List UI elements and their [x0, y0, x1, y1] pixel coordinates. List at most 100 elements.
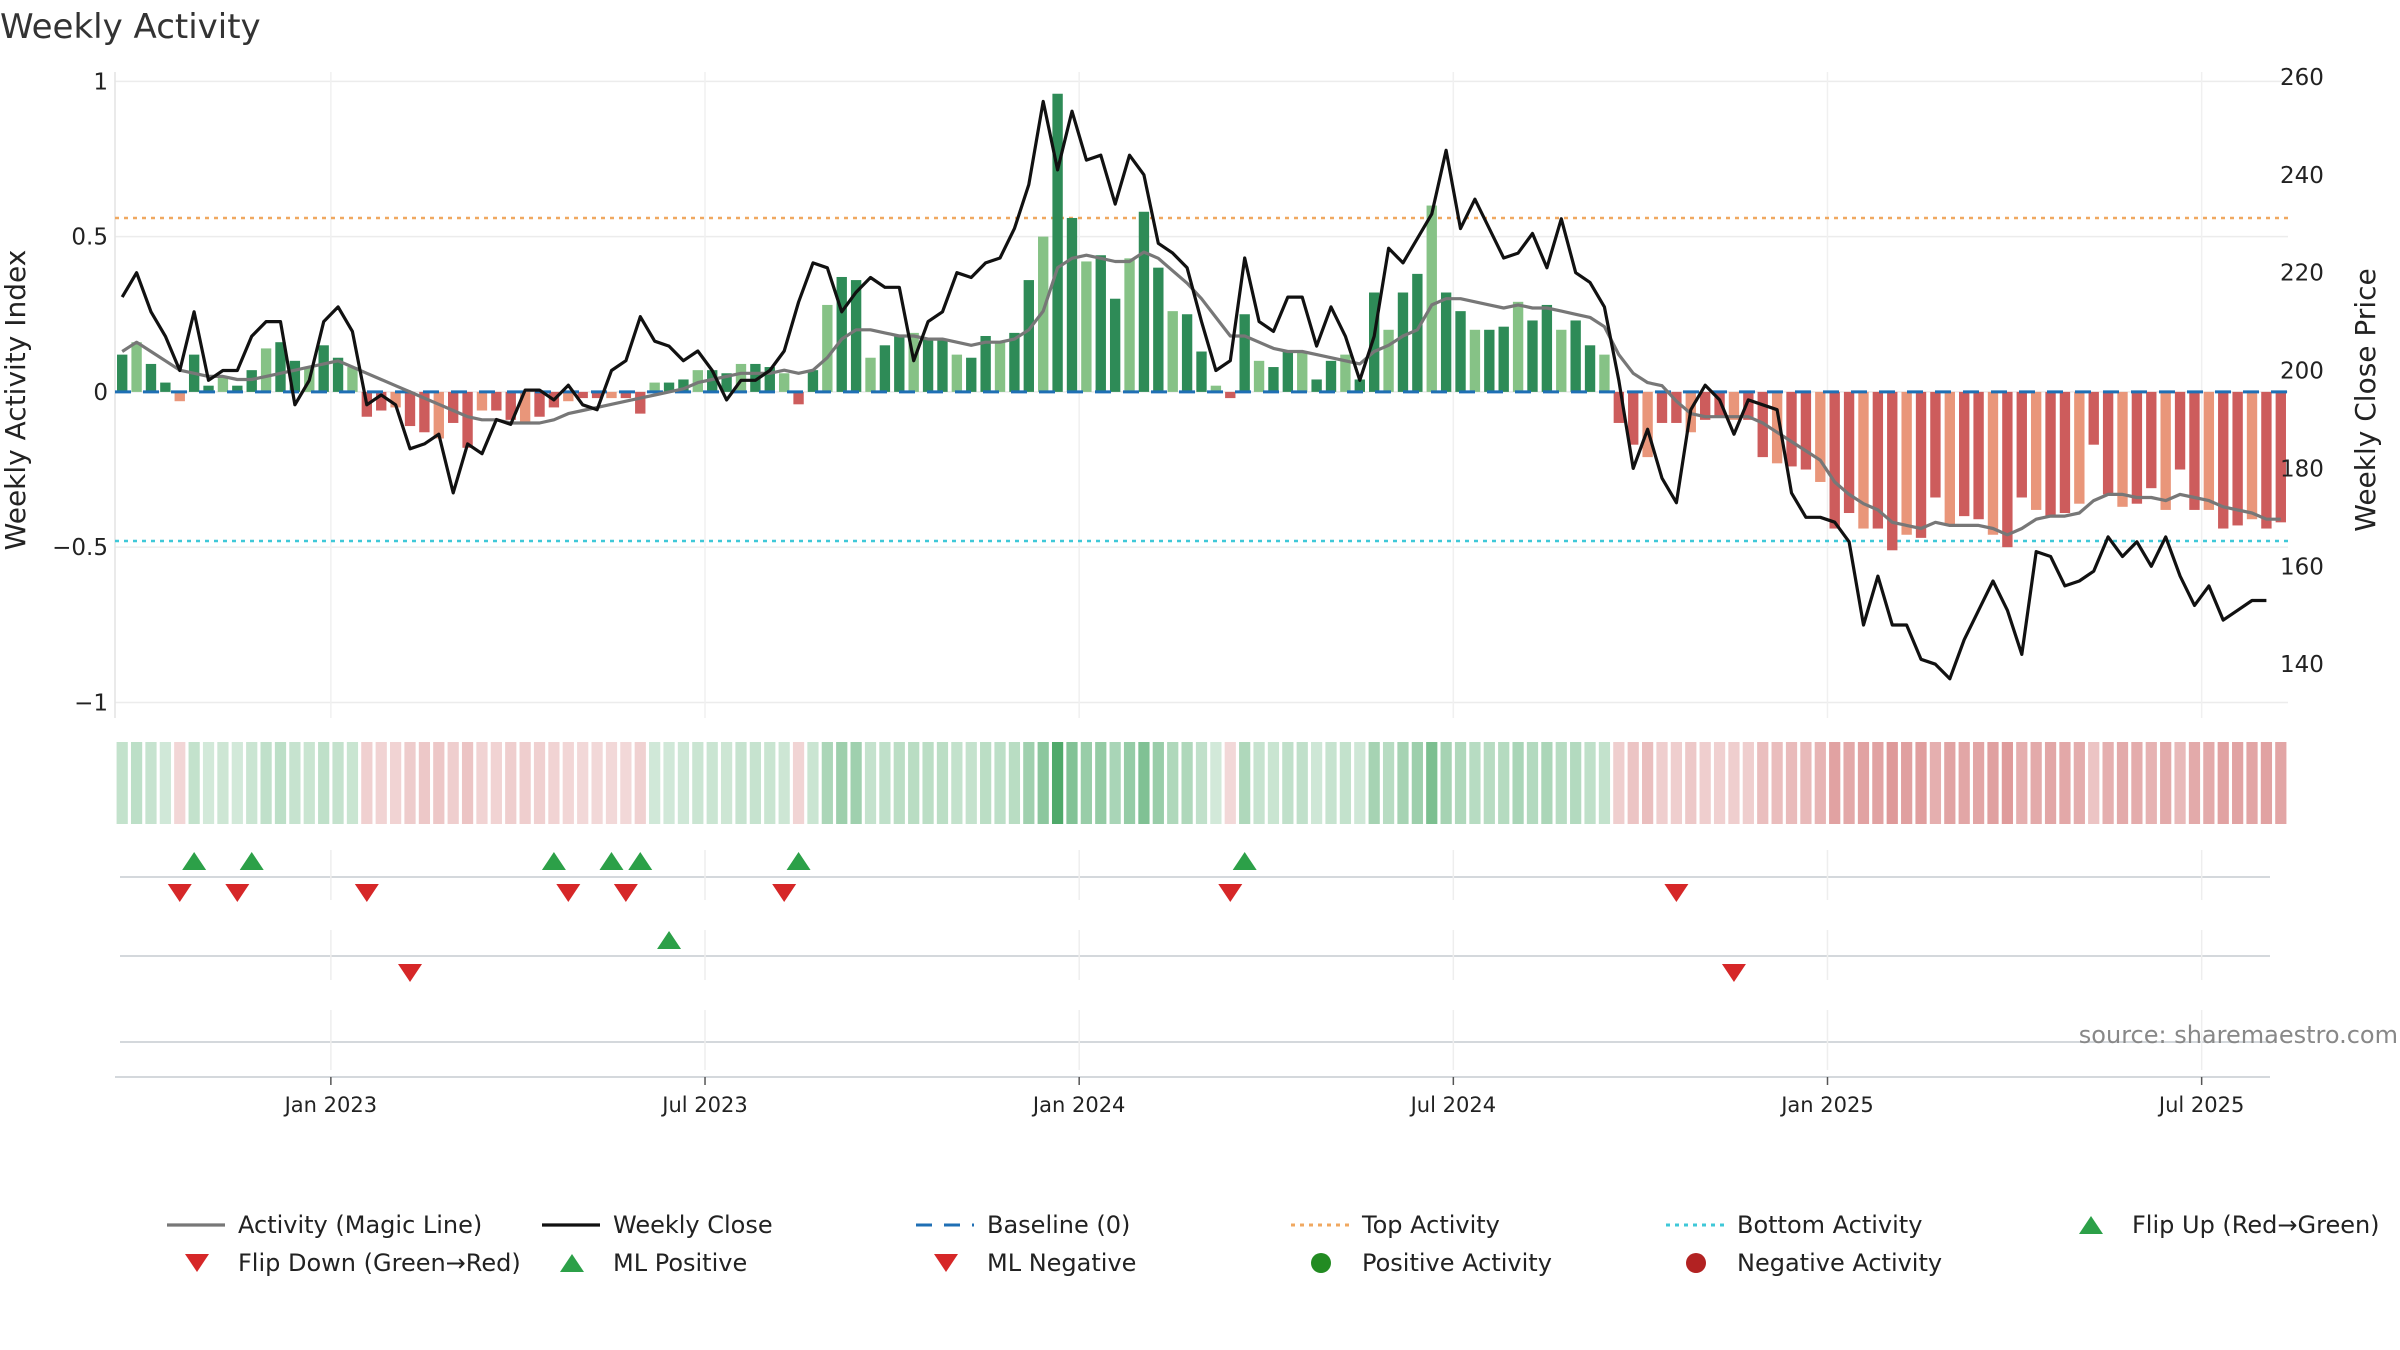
- heat-strip-cell: [1095, 742, 1107, 824]
- heat-strip-cell: [1843, 742, 1855, 824]
- heat-strip-cell: [2246, 742, 2258, 824]
- activity-bar: [519, 391, 531, 423]
- heat-strip-cell: [1224, 742, 1236, 824]
- weekly-close-line: [120, 99, 2267, 681]
- activity-bar: [1038, 236, 1049, 392]
- activity-bar: [1728, 391, 1740, 420]
- heat-strip-cell: [1267, 742, 1280, 824]
- heat-strip-cell: [1642, 742, 1654, 824]
- activity-bar: [2074, 391, 2085, 504]
- heat-strip-cell: [649, 742, 661, 824]
- heat-strip-cell: [1541, 742, 1553, 824]
- x-axis-ticks: Jan 2023 Jul 2023 Jan 2024 Jul 2024 Jan 2025…: [283, 1077, 2244, 1117]
- heat-strip-cell: [2275, 742, 2287, 824]
- heat-strip-cell: [1368, 742, 1380, 824]
- activity-bar: [1383, 329, 1394, 392]
- activity-bar: [1340, 354, 1351, 392]
- heat-strip-cell: [1886, 742, 1898, 824]
- chart-title: Weekly Activity: [0, 7, 261, 47]
- heat-strip-cell: [936, 742, 949, 824]
- heat-strip-cell: [1282, 742, 1294, 824]
- heat-strip-cell: [2188, 742, 2201, 824]
- heat-strip-cell: [1411, 742, 1423, 824]
- heat-strip-cell: [2174, 742, 2186, 824]
- heat-strip-cell: [1253, 742, 1265, 824]
- activity-bar: [966, 357, 977, 392]
- heat-strip-cell: [2160, 742, 2172, 824]
- heat-strip-cell: [1181, 742, 1193, 824]
- heat-strip-cell: [2203, 742, 2215, 824]
- heat-strip-cell: [1123, 742, 1136, 824]
- activity-bar: [390, 391, 401, 408]
- activity-bar: [908, 332, 919, 392]
- activity-bar: [2030, 391, 2042, 510]
- heat-strip-cell: [2131, 742, 2143, 824]
- heat-strip-cell: [404, 742, 416, 824]
- activity-bar: [563, 391, 574, 402]
- activity-bar: [2088, 391, 2099, 445]
- activity-bar: [793, 391, 804, 405]
- heat-strip-cell: [1397, 742, 1409, 824]
- activity-bar: [1656, 391, 1668, 423]
- heat-strip-cell: [1325, 742, 1337, 824]
- heat-strip-cell: [1584, 742, 1596, 824]
- series-lines: [115, 99, 2288, 681]
- heat-strip-cell: [303, 742, 315, 824]
- activity-bar: [2102, 391, 2114, 495]
- heat-strip-cell: [1426, 742, 1438, 824]
- x-tick-label: Jan 2023: [283, 1093, 378, 1117]
- heat-strip-cell: [1814, 742, 1826, 824]
- heat-strip-cell: [1512, 742, 1524, 824]
- ml-positive-marker: [657, 931, 682, 949]
- activity-bar: [620, 391, 632, 399]
- heat-strip-cell: [188, 742, 200, 824]
- activity-bar: [2117, 391, 2128, 507]
- heat-strip-cell: [274, 742, 287, 824]
- heat-strip-cell: [2001, 742, 2013, 824]
- activity-bar: [1973, 391, 1984, 520]
- heat-strip-cell: [1872, 742, 1884, 824]
- x-tick-label: Jul 2024: [1409, 1093, 1496, 1117]
- heat-strip-cell: [908, 742, 920, 824]
- activity-bar: [275, 342, 286, 392]
- x-tick-label: Jul 2023: [660, 1093, 747, 1117]
- activity-bar: [678, 379, 689, 392]
- heat-strip-cell: [519, 742, 531, 824]
- activity-bar: [2016, 391, 2027, 498]
- activity-bar: [1484, 329, 1495, 392]
- activity-bar: [1829, 391, 1840, 529]
- activity-bar: [1023, 280, 1034, 392]
- flip-down-marker: [1664, 884, 1689, 902]
- activity-bar: [1901, 391, 1912, 535]
- heat-strip-cell: [289, 742, 301, 824]
- activity-bar: [1225, 391, 1236, 399]
- heat-strip-cell: [2030, 742, 2042, 824]
- heat-strip-cell: [130, 742, 143, 824]
- activity-bar: [1397, 292, 1409, 392]
- activity-bar: [764, 367, 775, 392]
- heat-strip-cell: [922, 742, 934, 824]
- activity-bar: [433, 391, 444, 439]
- activity-bar: [2275, 391, 2286, 523]
- heat-strip-cell: [591, 742, 603, 824]
- heat-strip-cell: [332, 742, 344, 824]
- activity-bar: [1081, 261, 1092, 392]
- flip-down-marker: [613, 884, 638, 902]
- heat-strip-cell: [1987, 742, 1999, 824]
- legend-label: Flip Up (Red→Green): [2132, 1211, 2380, 1239]
- heat-strip-cell: [145, 742, 157, 824]
- heat-strip-cell: [533, 742, 546, 824]
- ml-negative-marker: [398, 964, 423, 982]
- activity-bar: [1930, 391, 1941, 498]
- legend-label: ML Negative: [987, 1249, 1136, 1277]
- activity-bar: [1138, 211, 1150, 392]
- heat-strip-cell: [116, 742, 128, 824]
- heat-strip-cell: [1498, 742, 1510, 824]
- heat-strip-cell: [994, 742, 1006, 824]
- heat-strip-cell: [2217, 742, 2229, 824]
- heat-strip-cell: [1915, 742, 1927, 824]
- signal-panel: [115, 850, 2270, 1078]
- heat-strip-cell: [2260, 742, 2273, 824]
- heat-strip-cell: [1152, 742, 1164, 824]
- activity-bar: [1210, 385, 1222, 392]
